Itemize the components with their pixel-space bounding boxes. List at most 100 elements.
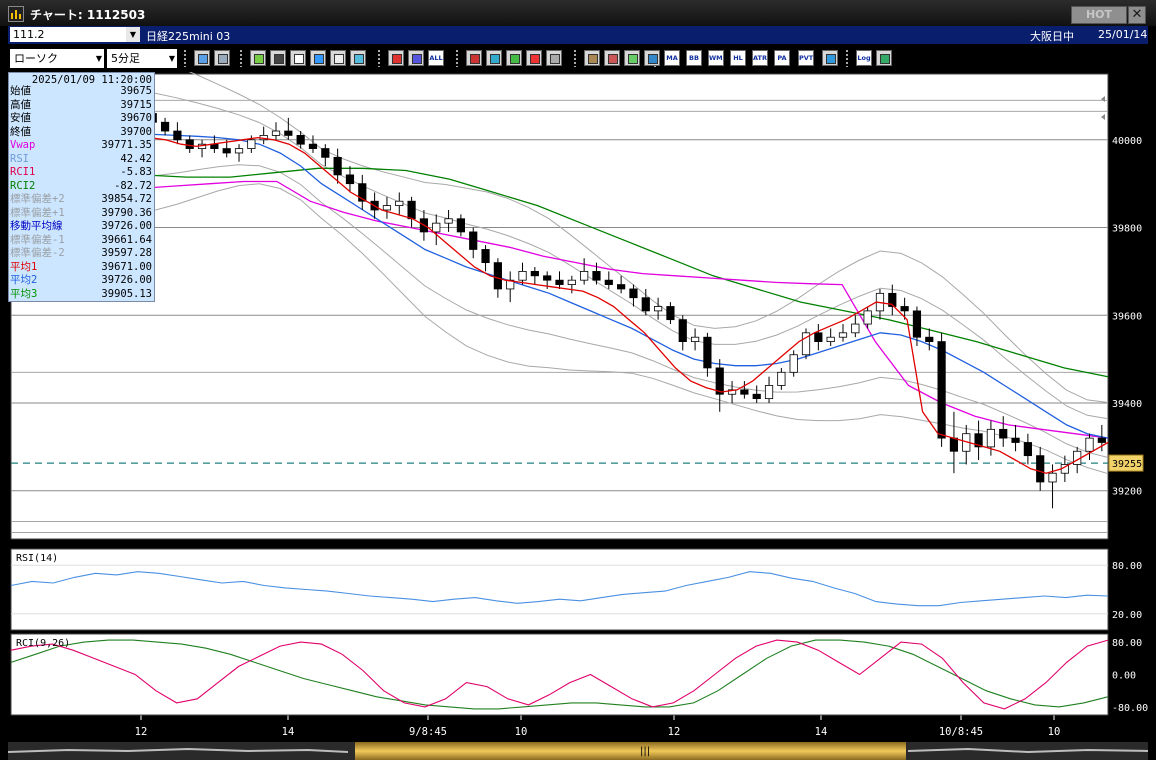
- info-row: 平均1 39671.00: [10, 261, 153, 273]
- clipboard-icon[interactable]: [330, 50, 346, 66]
- candle: [530, 267, 539, 285]
- split-icon[interactable]: [526, 50, 542, 66]
- volume-icon[interactable]: [644, 50, 660, 66]
- market-date: 25/01/14: [1098, 28, 1148, 41]
- market-name: 大阪日中: [1030, 30, 1074, 43]
- info-label: RCI1: [10, 166, 36, 178]
- band-upper-2: [10, 50, 1109, 403]
- candle-body: [234, 148, 244, 154]
- overview-wave: [8, 747, 1148, 754]
- table-icon[interactable]: [214, 50, 230, 66]
- info-row: 安値 39670: [10, 112, 153, 124]
- candle: [469, 227, 478, 259]
- wrench-icon[interactable]: [604, 50, 620, 66]
- chart-type-select[interactable]: ローソク ▼: [10, 49, 104, 68]
- candle-body: [185, 139, 194, 149]
- cursor-icon[interactable]: [290, 50, 306, 66]
- candle: [937, 332, 946, 447]
- candle-body: [271, 130, 281, 136]
- horizontal-scrollbar[interactable]: |||: [8, 742, 1148, 760]
- export-icon[interactable]: [876, 50, 892, 66]
- candle: [703, 332, 712, 377]
- pvt-icon[interactable]: PVT: [798, 50, 814, 66]
- chart-type-value: ローソク: [14, 52, 58, 65]
- search-icon[interactable]: [486, 50, 502, 66]
- candle-body: [986, 428, 996, 448]
- candle-body: [727, 389, 737, 395]
- candle-body: [974, 433, 983, 448]
- frame-icon[interactable]: [822, 50, 838, 66]
- candle: [271, 122, 281, 140]
- toolbar: ローソク ▼ 5分足 ▼ ALL MA BB WMA HL ATR PA PVT Log: [8, 46, 1148, 72]
- zoom-icon[interactable]: [194, 50, 210, 66]
- info-label: 移動平均線: [10, 220, 63, 232]
- line-draw-icon[interactable]: [270, 50, 286, 66]
- candle-body: [345, 174, 355, 185]
- candle: [888, 284, 897, 316]
- paint-icon[interactable]: [546, 50, 562, 66]
- symbol-info-bar: 111.2 ▼ 日経225mini 03 大阪日中 25/01/14: [8, 26, 1148, 44]
- candle-body: [1011, 437, 1020, 443]
- atr-icon[interactable]: ATR: [752, 50, 768, 66]
- undo-icon[interactable]: [310, 50, 326, 66]
- marker-icon[interactable]: [466, 50, 482, 66]
- rsi-panel-label: RSI(14): [16, 553, 58, 564]
- hl-icon[interactable]: HL: [730, 50, 746, 66]
- close-icon[interactable]: ✕: [1128, 6, 1146, 24]
- info-row: RCI1 -5.83: [10, 166, 153, 178]
- pa-icon[interactable]: PA: [774, 50, 790, 66]
- ma-icon[interactable]: MA: [664, 50, 680, 66]
- marker-arrow-icon: [1101, 114, 1105, 120]
- pencil-icon[interactable]: [250, 50, 266, 66]
- candle-body: [604, 279, 613, 285]
- candle: [654, 297, 663, 320]
- candle-body: [1048, 472, 1057, 483]
- chevron-down-icon[interactable]: ▼: [126, 27, 140, 42]
- price-panel-bg: [10, 73, 1109, 540]
- info-label: 高値: [10, 98, 31, 111]
- candle-icon[interactable]: [388, 50, 404, 66]
- candle: [185, 135, 194, 153]
- bb-icon[interactable]: BB: [686, 50, 702, 66]
- candle: [604, 271, 613, 289]
- wma-icon[interactable]: WMA: [708, 50, 724, 66]
- vwap-line: [10, 180, 1109, 439]
- info-value: 39597.28: [101, 247, 152, 259]
- palette-icon[interactable]: [624, 50, 640, 66]
- info-row: 始値 39675: [10, 85, 153, 97]
- candle: [617, 275, 626, 294]
- rsi-tick-label: 80.00: [1112, 561, 1142, 572]
- candle-body: [518, 271, 527, 281]
- trash-icon[interactable]: [350, 50, 366, 66]
- candle-body: [912, 310, 922, 338]
- rci-tick-label: 0.00: [1112, 671, 1136, 682]
- rsi-tick-label: 20.00: [1112, 610, 1142, 621]
- hot-button[interactable]: HOT: [1071, 6, 1127, 24]
- candle: [1085, 433, 1094, 461]
- info-row: 平均3 39905.13: [10, 288, 153, 300]
- candle: [974, 420, 983, 461]
- log-icon[interactable]: Log: [856, 50, 872, 66]
- info-value: 42.42: [120, 152, 152, 165]
- scrollbar-thumb[interactable]: [355, 742, 906, 760]
- toolbar-separator: [378, 50, 380, 67]
- candle: [333, 148, 342, 184]
- indicator-icon[interactable]: [506, 50, 522, 66]
- all-icon[interactable]: ALL: [428, 50, 444, 66]
- rci1-line: [10, 639, 1109, 710]
- candle: [395, 192, 404, 215]
- settings-icon[interactable]: [584, 50, 600, 66]
- code-input[interactable]: 111.2: [10, 27, 130, 42]
- info-value: 39726.00: [101, 274, 152, 286]
- candle-body: [592, 271, 601, 281]
- interval-select[interactable]: 5分足 ▼: [107, 49, 177, 68]
- info-label: RSI: [10, 152, 29, 165]
- candle: [518, 262, 527, 285]
- price-tick-label: 40000: [1112, 136, 1142, 147]
- chart-svg[interactable]: 40000 39800 39600 39400 39200 39255 12 14 9/8:45…: [8, 50, 1148, 742]
- compare-icon[interactable]: [408, 50, 424, 66]
- candle-body: [801, 332, 811, 356]
- chart-area[interactable]: 40000 39800 39600 39400 39200 39255 12 14 9/8:45…: [8, 50, 1148, 742]
- info-row: 移動平均線 39726.00: [10, 220, 153, 232]
- candle-body: [444, 218, 453, 224]
